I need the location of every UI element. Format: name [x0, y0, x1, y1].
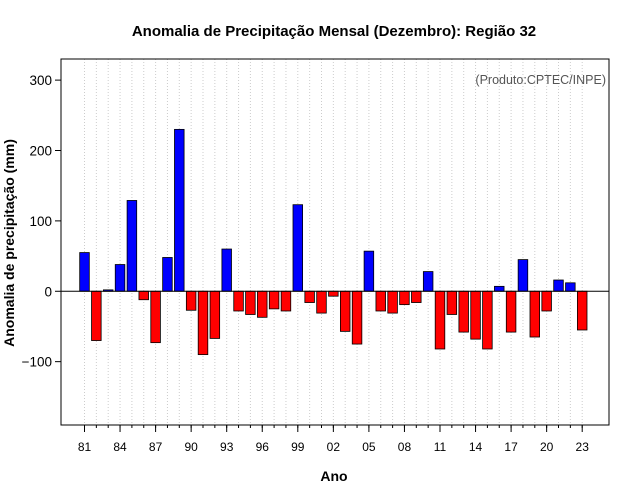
bar-2023: [577, 290, 588, 331]
bar-2006: [375, 290, 386, 312]
bar-1992: [209, 290, 221, 339]
bar-2001: [316, 290, 327, 314]
x-tick-label: 11: [434, 440, 447, 454]
x-tick-label: 08: [398, 440, 412, 454]
bar-2000: [304, 290, 315, 303]
credit-text: (Produto:CPTEC/INPE): [475, 73, 606, 87]
bar-1998: [280, 290, 292, 312]
bar-1988: [162, 257, 173, 292]
x-tick-label: 20: [540, 440, 554, 454]
bar-2004: [351, 290, 363, 345]
bar-2020: [541, 290, 552, 312]
bar-2018: [517, 259, 529, 292]
bar-2010: [422, 271, 434, 292]
x-tick-label: 14: [469, 440, 483, 454]
bar-2005: [363, 250, 375, 292]
bar-2016: [494, 285, 505, 292]
bar-2003: [339, 290, 351, 332]
y-tick-label: 100: [29, 214, 52, 229]
y-axis-title: Anomalia de precipitação (mm): [1, 139, 17, 347]
bar-1982: [91, 290, 102, 341]
bar-1995: [245, 290, 256, 315]
bar-2009: [411, 290, 422, 303]
bar-1990: [185, 290, 197, 311]
x-tick-label: 96: [256, 440, 270, 454]
x-tick-label: 84: [113, 440, 127, 454]
bar-2021: [553, 279, 564, 292]
bar-2012: [446, 290, 458, 315]
bar-2015: [482, 290, 493, 350]
x-tick-label: 90: [184, 440, 198, 454]
bar-2011: [434, 290, 446, 350]
bar-2014: [470, 290, 481, 340]
bar-1989: [174, 128, 185, 292]
bar-1996: [257, 290, 268, 318]
y-tick-label: 200: [29, 144, 52, 159]
x-axis: 81 84 87 90 93 96 99 02 05 08 11 14 17 20 23: [78, 425, 589, 454]
bar-1994: [233, 290, 244, 312]
bar-1987: [150, 290, 161, 344]
x-tick-label: 02: [327, 440, 341, 454]
bar-1999: [292, 204, 304, 292]
bar-1997: [268, 290, 280, 310]
bar-1993: [221, 248, 232, 292]
x-tick-label: 17: [504, 440, 518, 454]
y-tick-label: 0: [44, 284, 52, 299]
bar-2022: [565, 282, 576, 292]
bar-1986: [138, 290, 149, 301]
bar-2002: [328, 290, 339, 297]
x-tick-label: 23: [576, 440, 590, 454]
bar-1984: [114, 264, 126, 292]
bar-2007: [387, 290, 398, 314]
plot-frame: [60, 58, 610, 426]
bar-1985: [126, 200, 138, 292]
bar-2019: [529, 290, 541, 338]
bar-2008: [399, 290, 410, 306]
chart-title: Anomalia de Precipitação Mensal (Dezembr…: [132, 23, 536, 40]
x-tick-label: 81: [78, 440, 92, 454]
bar-2017: [505, 290, 517, 333]
bar-2013: [458, 290, 469, 333]
x-axis-title: Ano: [320, 468, 347, 484]
y-tick-label: −100: [22, 355, 52, 370]
y-tick-label: 300: [29, 73, 52, 88]
bar-1981: [79, 252, 90, 292]
grid: [84, 59, 583, 425]
bar-1991: [197, 290, 209, 356]
x-tick-label: 99: [291, 440, 305, 454]
y-axis: −100 0 100 200 300: [22, 73, 61, 370]
x-tick-label: 93: [220, 440, 234, 454]
x-tick-label: 05: [362, 440, 376, 454]
x-tick-label: 87: [149, 440, 163, 454]
